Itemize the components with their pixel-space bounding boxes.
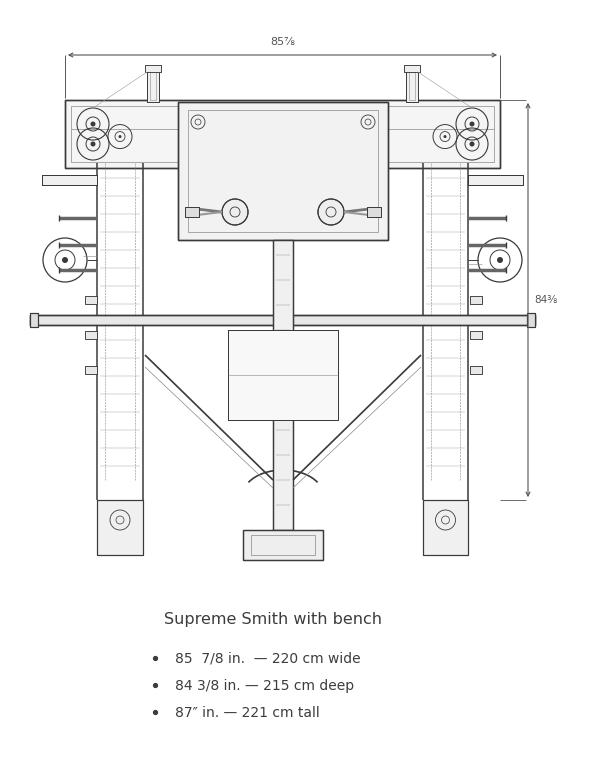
Bar xyxy=(228,330,338,420)
Circle shape xyxy=(318,199,344,225)
Bar xyxy=(150,72,156,100)
Bar xyxy=(85,296,97,304)
Bar xyxy=(65,100,500,168)
Bar xyxy=(404,65,420,72)
Bar xyxy=(85,331,97,339)
Bar xyxy=(30,315,535,325)
Bar xyxy=(185,207,199,217)
Bar xyxy=(470,366,482,374)
Bar xyxy=(423,500,468,555)
Bar xyxy=(30,313,38,327)
Circle shape xyxy=(62,257,68,263)
Bar xyxy=(273,240,293,530)
Bar xyxy=(470,331,482,339)
Bar xyxy=(470,296,482,304)
Bar xyxy=(367,207,381,217)
Bar xyxy=(468,175,523,185)
Circle shape xyxy=(222,199,248,225)
Bar xyxy=(470,331,482,339)
Text: 84⅜: 84⅜ xyxy=(534,295,557,305)
Bar xyxy=(470,366,482,374)
Bar xyxy=(147,70,159,102)
Bar xyxy=(406,70,418,102)
Bar xyxy=(147,70,159,102)
Text: 85  7/8 in.  — 220 cm wide: 85 7/8 in. — 220 cm wide xyxy=(175,652,361,666)
Bar xyxy=(145,65,161,72)
Text: 85⅞: 85⅞ xyxy=(270,37,295,47)
Circle shape xyxy=(91,121,95,127)
Bar xyxy=(423,500,468,555)
Circle shape xyxy=(91,142,95,146)
Text: 87″ in. — 221 cm tall: 87″ in. — 221 cm tall xyxy=(175,706,320,720)
Bar xyxy=(228,330,338,420)
Bar xyxy=(188,110,378,232)
Text: Supreme Smith with bench: Supreme Smith with bench xyxy=(164,612,382,627)
Bar xyxy=(251,535,315,555)
Bar xyxy=(527,313,535,327)
Bar xyxy=(85,296,97,304)
Bar xyxy=(527,313,535,327)
Bar xyxy=(470,296,482,304)
Bar xyxy=(30,315,535,325)
Circle shape xyxy=(119,135,121,138)
Bar xyxy=(97,500,143,555)
Bar xyxy=(243,530,323,560)
Circle shape xyxy=(443,135,446,138)
Bar xyxy=(178,102,388,240)
Bar xyxy=(30,313,38,327)
Bar xyxy=(85,331,97,339)
Bar xyxy=(367,207,381,217)
Bar xyxy=(97,500,143,555)
Circle shape xyxy=(470,121,475,127)
Text: 84 3/8 in. — 215 cm deep: 84 3/8 in. — 215 cm deep xyxy=(175,679,354,693)
Bar xyxy=(145,65,161,72)
Circle shape xyxy=(497,257,503,263)
Bar xyxy=(85,366,97,374)
Bar xyxy=(42,175,97,185)
Bar xyxy=(185,207,199,217)
Bar xyxy=(71,106,494,162)
Bar xyxy=(409,72,415,100)
Bar xyxy=(85,366,97,374)
Circle shape xyxy=(470,142,475,146)
Bar xyxy=(406,70,418,102)
Bar xyxy=(243,530,323,560)
Bar xyxy=(178,102,388,240)
Bar xyxy=(65,100,500,168)
Bar xyxy=(273,240,293,530)
Bar xyxy=(468,175,523,185)
Bar xyxy=(404,65,420,72)
Bar xyxy=(42,175,97,185)
